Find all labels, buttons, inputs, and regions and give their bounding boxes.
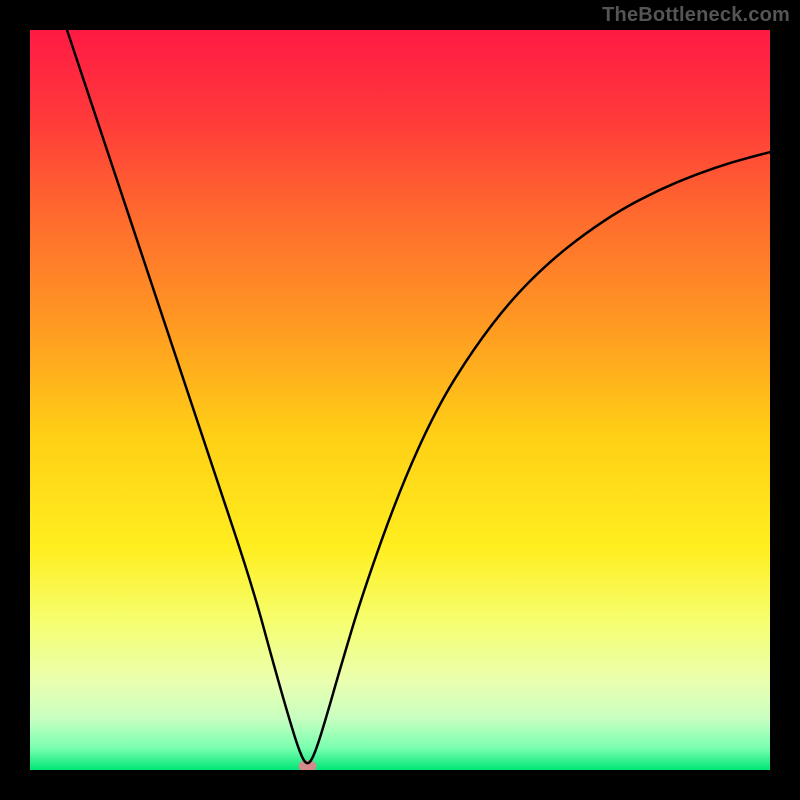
bottleneck-chart [30, 30, 770, 770]
watermark-text: TheBottleneck.com [602, 4, 790, 27]
chart-svg [30, 30, 770, 770]
chart-background [30, 30, 770, 770]
chart-frame: TheBottleneck.com [0, 0, 800, 800]
